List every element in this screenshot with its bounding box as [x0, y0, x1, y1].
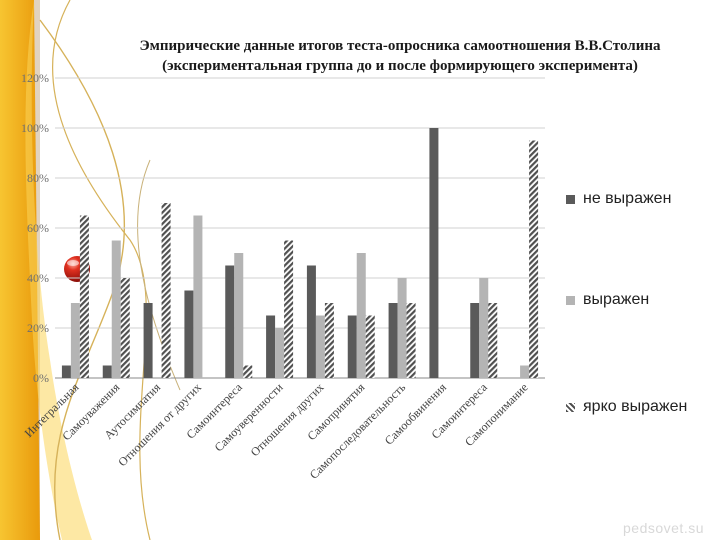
bar-strongly-expressed — [488, 303, 498, 378]
bar-strongly-expressed — [365, 315, 375, 378]
y-tick-label: 40% — [27, 271, 49, 285]
legend-label-expressed: выражен — [583, 291, 650, 308]
legend-swatch-not-expressed — [566, 194, 575, 204]
chart-title-line-2: (экспериментальная группа до и после фор… — [162, 58, 638, 74]
bar-not-expressed — [266, 315, 276, 378]
bar-strongly-expressed — [120, 278, 130, 378]
y-tick-label: 60% — [27, 221, 49, 235]
bar-strongly-expressed — [243, 365, 253, 378]
bar-not-expressed — [143, 303, 153, 378]
y-tick-label: 0% — [33, 371, 49, 385]
decor-curve-1 — [39, 19, 125, 540]
bar-not-expressed — [184, 290, 194, 378]
legend-swatch-strongly-expressed — [566, 402, 575, 412]
bullet-highlight — [67, 260, 79, 266]
y-tick-label: 120% — [21, 71, 49, 85]
chart-title-line-1: Эмпирические данные итогов теста-опросни… — [139, 38, 661, 54]
bar-strongly-expressed — [324, 303, 334, 378]
bar-not-expressed — [388, 303, 398, 378]
legend-label-strongly-expressed: ярко выражен — [583, 398, 688, 415]
bar-expressed — [315, 315, 325, 378]
legend-swatch-expressed — [566, 295, 575, 305]
decor-curve-2 — [52, 0, 151, 540]
bar-not-expressed — [225, 265, 235, 378]
bar-expressed — [520, 365, 530, 378]
bar-not-expressed — [470, 303, 480, 378]
bar-strongly-expressed — [284, 240, 294, 378]
bar-not-expressed — [102, 365, 112, 378]
x-tick-label: Самоуверенности — [212, 380, 287, 455]
y-tick-label: 100% — [21, 121, 49, 135]
bar-expressed — [234, 253, 244, 378]
y-tick-label: 80% — [27, 171, 49, 185]
legend-label-not-expressed: не выражен — [583, 190, 672, 207]
watermark: pedsovet.su — [623, 520, 704, 536]
bar-not-expressed — [306, 265, 316, 378]
legend-item-not-expressed: не выражен — [566, 188, 671, 210]
bar-strongly-expressed — [529, 140, 539, 378]
legend-item-strongly-expressed: ярко выражен — [566, 396, 687, 418]
bar-expressed — [70, 303, 80, 378]
gold-swoosh — [25, 0, 92, 540]
y-tick-label: 20% — [27, 321, 49, 335]
bar-expressed — [356, 253, 366, 378]
bar-strongly-expressed — [79, 215, 89, 378]
bar-expressed — [275, 328, 285, 378]
bar-expressed — [193, 215, 203, 378]
bar-not-expressed — [347, 315, 357, 378]
legend-item-expressed: выражен — [566, 289, 649, 311]
bar-expressed — [111, 240, 121, 378]
bar-not-expressed — [61, 365, 71, 378]
bar-not-expressed — [429, 128, 439, 378]
bar-expressed — [479, 278, 489, 378]
bar-strongly-expressed — [406, 303, 416, 378]
bar-expressed — [397, 278, 407, 378]
x-tick-label: Отношения других — [248, 380, 327, 459]
bar-strongly-expressed — [161, 203, 171, 378]
